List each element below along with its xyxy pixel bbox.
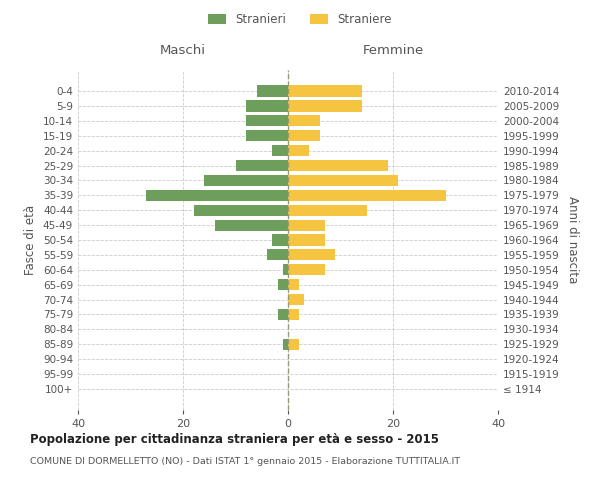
Bar <box>288 234 325 246</box>
Bar <box>283 338 288 350</box>
Bar <box>288 130 320 141</box>
Bar <box>288 100 361 112</box>
Bar <box>288 220 325 230</box>
Bar <box>288 86 361 96</box>
Bar <box>277 309 288 320</box>
Bar <box>246 130 288 141</box>
Bar <box>288 338 299 350</box>
Legend: Stranieri, Straniere: Stranieri, Straniere <box>203 8 397 31</box>
Bar <box>288 175 398 186</box>
Bar <box>288 294 304 305</box>
Bar <box>288 160 388 171</box>
Text: Maschi: Maschi <box>160 44 206 58</box>
Bar <box>146 190 288 201</box>
Bar <box>272 145 288 156</box>
Bar <box>246 115 288 126</box>
Text: COMUNE DI DORMELLETTO (NO) - Dati ISTAT 1° gennaio 2015 - Elaborazione TUTTITALI: COMUNE DI DORMELLETTO (NO) - Dati ISTAT … <box>30 458 460 466</box>
Y-axis label: Fasce di età: Fasce di età <box>25 205 37 275</box>
Bar <box>215 220 288 230</box>
Bar <box>288 204 367 216</box>
Bar <box>193 204 288 216</box>
Y-axis label: Anni di nascita: Anni di nascita <box>566 196 579 284</box>
Bar <box>246 100 288 112</box>
Bar <box>288 264 325 276</box>
Bar <box>267 250 288 260</box>
Bar <box>288 190 445 201</box>
Bar <box>272 234 288 246</box>
Bar <box>257 86 288 96</box>
Bar <box>235 160 288 171</box>
Text: Popolazione per cittadinanza straniera per età e sesso - 2015: Popolazione per cittadinanza straniera p… <box>30 432 439 446</box>
Text: Femmine: Femmine <box>362 44 424 58</box>
Bar <box>204 175 288 186</box>
Bar <box>288 309 299 320</box>
Bar <box>288 145 309 156</box>
Bar <box>277 279 288 290</box>
Bar <box>283 264 288 276</box>
Bar <box>288 115 320 126</box>
Bar <box>288 279 299 290</box>
Bar <box>288 250 335 260</box>
